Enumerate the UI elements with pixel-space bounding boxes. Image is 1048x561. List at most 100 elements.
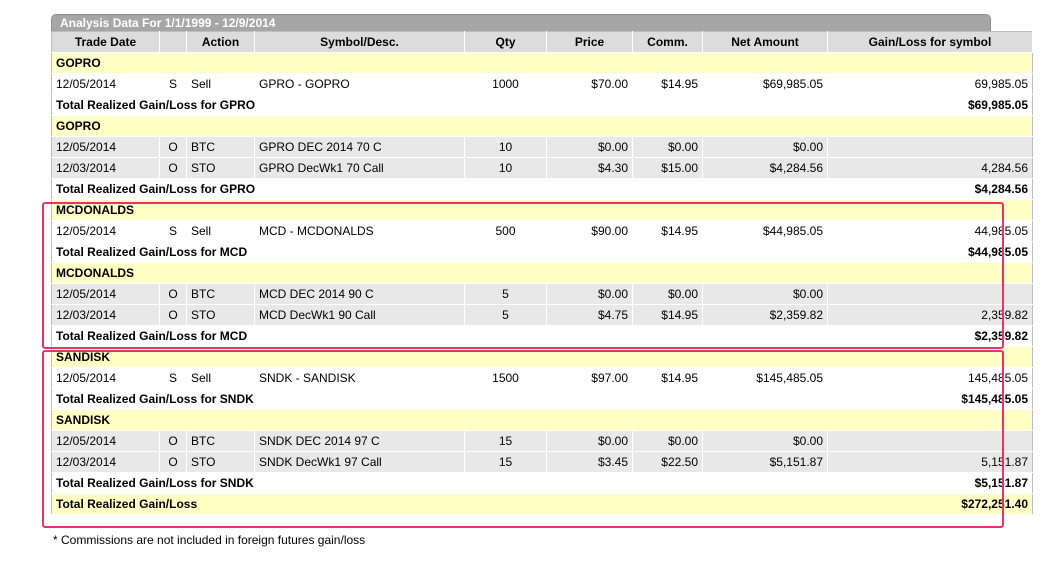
- trade-gain: 2,359.82: [827, 304, 1033, 326]
- group-label: MCDONALDS: [51, 199, 1033, 221]
- trade-row: 12/05/2014 S Sell GPRO - GOPRO 1000 $70.00 $14…: [51, 73, 1033, 95]
- trade-net: $0.00: [702, 283, 828, 305]
- trade-gain: 4,284.56: [827, 157, 1033, 179]
- trade-row: 12/05/2014 O BTC MCD DEC 2014 90 C 5 $0.00 $0.…: [51, 283, 1033, 305]
- total-value: $145,485.05: [827, 388, 1033, 410]
- trade-date: 12/05/2014: [51, 136, 160, 158]
- trade-qty: 500: [464, 220, 547, 242]
- trade-action: STO: [186, 157, 255, 179]
- trade-row: 12/05/2014 O BTC GPRO DEC 2014 70 C 10 $0.00 $…: [51, 136, 1033, 158]
- trade-comm: $22.50: [632, 451, 703, 473]
- trade-row: 12/05/2014 S Sell SNDK - SANDISK 1500 $97.00 $…: [51, 367, 1033, 389]
- trade-qty: 5: [464, 304, 547, 326]
- col-gain-loss: Gain/Loss for symbol: [827, 31, 1033, 53]
- total-value: $5,151.87: [827, 472, 1033, 494]
- trade-price: $4.30: [546, 157, 633, 179]
- trade-qty: 10: [464, 157, 547, 179]
- trade-gain: 145,485.05: [827, 367, 1033, 389]
- trade-symbol: GPRO - GOPRO: [254, 73, 465, 95]
- analysis-panel: Analysis Data For 1/1/1999 - 12/9/2014 T…: [51, 14, 1033, 515]
- trade-action: Sell: [186, 220, 255, 242]
- symbol-group-row: SANDISK: [51, 346, 1033, 368]
- table-body: GOPRO 12/05/2014 S Sell GPRO - GOPRO 1000 $70.…: [51, 52, 1033, 515]
- total-label: Total Realized Gain/Loss for MCD: [51, 325, 828, 347]
- trade-row: 12/03/2014 O STO MCD DecWk1 90 Call 5 $4.75 $1…: [51, 304, 1033, 326]
- col-type: [159, 31, 187, 53]
- trade-date: 12/03/2014: [51, 304, 160, 326]
- trade-comm: $14.95: [632, 73, 703, 95]
- trade-gain: [827, 283, 1033, 305]
- total-value: $272,251.40: [827, 493, 1033, 515]
- footnote: * Commissions are not included in foreig…: [53, 533, 366, 547]
- trade-type: O: [159, 430, 187, 452]
- panel-title: Analysis Data For 1/1/1999 - 12/9/2014: [51, 14, 991, 31]
- trade-comm: $14.95: [632, 367, 703, 389]
- trade-qty: 15: [464, 451, 547, 473]
- trade-gain: [827, 136, 1033, 158]
- group-label: GOPRO: [51, 52, 1033, 74]
- symbol-group-row: MCDONALDS: [51, 262, 1033, 284]
- trade-qty: 1000: [464, 73, 547, 95]
- trade-comm: $0.00: [632, 430, 703, 452]
- trade-comm: $14.95: [632, 304, 703, 326]
- trade-comm: $14.95: [632, 220, 703, 242]
- trade-qty: 5: [464, 283, 547, 305]
- total-value: $69,985.05: [827, 94, 1033, 116]
- trade-action: STO: [186, 304, 255, 326]
- trade-symbol: MCD - MCDONALDS: [254, 220, 465, 242]
- grand-total-row: Total Realized Gain/Loss $272,251.40: [51, 493, 1033, 515]
- trade-net: $69,985.05: [702, 73, 828, 95]
- trade-symbol: MCD DecWk1 90 Call: [254, 304, 465, 326]
- trade-symbol: MCD DEC 2014 90 C: [254, 283, 465, 305]
- trade-type: O: [159, 136, 187, 158]
- trade-comm: $15.00: [632, 157, 703, 179]
- trade-price: $70.00: [546, 73, 633, 95]
- symbol-total-row: Total Realized Gain/Loss for SNDK $145,48…: [51, 388, 1033, 410]
- trade-net: $0.00: [702, 136, 828, 158]
- total-value: $2,359.82: [827, 325, 1033, 347]
- trade-qty: 15: [464, 430, 547, 452]
- trade-net: $44,985.05: [702, 220, 828, 242]
- total-value: $4,284.56: [827, 178, 1033, 200]
- trade-net: $0.00: [702, 430, 828, 452]
- trade-action: BTC: [186, 430, 255, 452]
- total-value: $44,985.05: [827, 241, 1033, 263]
- total-label: Total Realized Gain/Loss for SNDK: [51, 388, 828, 410]
- trade-type: S: [159, 220, 187, 242]
- symbol-total-row: Total Realized Gain/Loss for GPRO $69,985…: [51, 94, 1033, 116]
- trade-action: Sell: [186, 73, 255, 95]
- trade-date: 12/05/2014: [51, 73, 160, 95]
- group-label: SANDISK: [51, 346, 1033, 368]
- group-label: MCDONALDS: [51, 262, 1033, 284]
- trade-date: 12/05/2014: [51, 430, 160, 452]
- total-label: Total Realized Gain/Loss for SNDK: [51, 472, 828, 494]
- trade-type: O: [159, 283, 187, 305]
- trade-gain: 69,985.05: [827, 73, 1033, 95]
- trade-date: 12/03/2014: [51, 451, 160, 473]
- total-label: Total Realized Gain/Loss: [51, 493, 828, 515]
- trade-row: 12/05/2014 O BTC SNDK DEC 2014 97 C 15 $0.00 $…: [51, 430, 1033, 452]
- symbol-group-row: GOPRO: [51, 115, 1033, 137]
- trade-type: O: [159, 157, 187, 179]
- trade-price: $97.00: [546, 367, 633, 389]
- trade-net: $5,151.87: [702, 451, 828, 473]
- trade-price: $0.00: [546, 430, 633, 452]
- trade-symbol: GPRO DecWk1 70 Call: [254, 157, 465, 179]
- trade-qty: 1500: [464, 367, 547, 389]
- total-label: Total Realized Gain/Loss for MCD: [51, 241, 828, 263]
- symbol-total-row: Total Realized Gain/Loss for MCD $44,985.…: [51, 241, 1033, 263]
- trade-row: 12/05/2014 S Sell MCD - MCDONALDS 500 $90.00 $…: [51, 220, 1033, 242]
- total-label: Total Realized Gain/Loss for GPRO: [51, 178, 828, 200]
- col-net-amount: Net Amount: [702, 31, 828, 53]
- trade-action: Sell: [186, 367, 255, 389]
- trade-type: S: [159, 367, 187, 389]
- trade-comm: $0.00: [632, 283, 703, 305]
- symbol-group-row: SANDISK: [51, 409, 1033, 431]
- trade-gain: [827, 430, 1033, 452]
- trade-gain: 44,985.05: [827, 220, 1033, 242]
- trade-price: $0.00: [546, 283, 633, 305]
- trade-row: 12/03/2014 O STO SNDK DecWk1 97 Call 15 $3.45…: [51, 451, 1033, 473]
- table-header-row: Trade Date Action Symbol/Desc. Qty Price…: [51, 31, 1033, 53]
- trade-type: O: [159, 304, 187, 326]
- trade-symbol: SNDK - SANDISK: [254, 367, 465, 389]
